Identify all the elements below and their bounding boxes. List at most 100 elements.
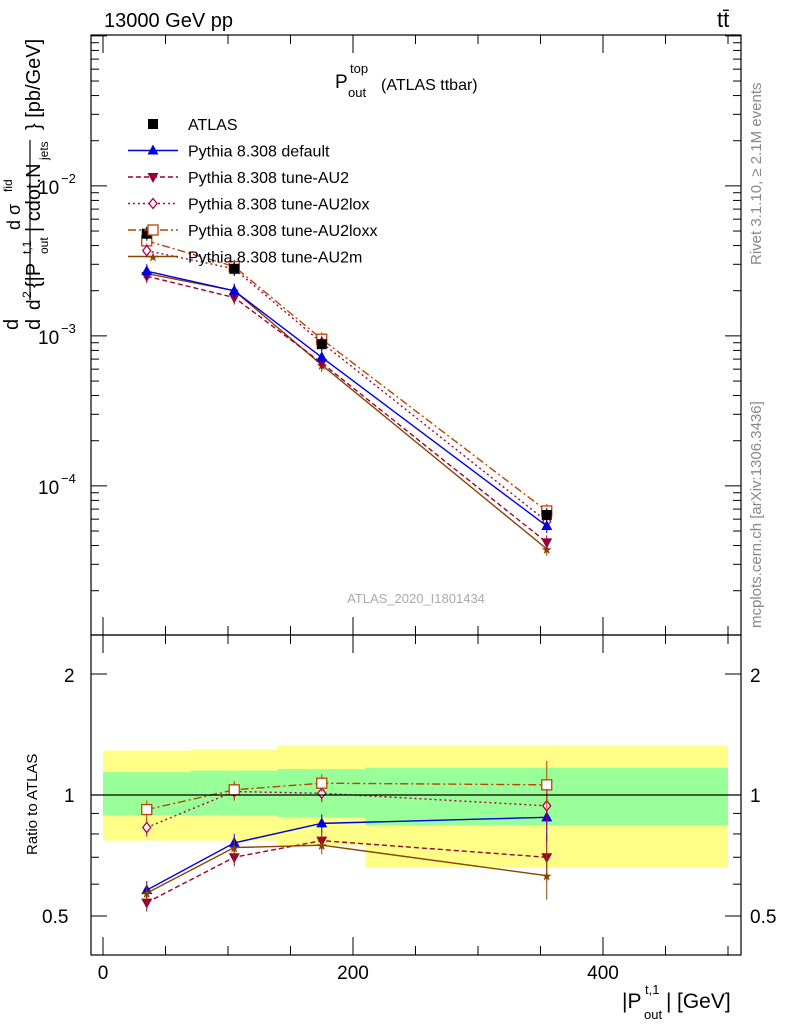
main-line-au2m bbox=[146, 272, 548, 550]
ratio-ytick-1-right: 1 bbox=[750, 786, 761, 807]
ratio-line-au2m bbox=[146, 844, 547, 894]
main-point-au2m: ★ bbox=[541, 542, 553, 557]
ratio-line-default bbox=[146, 816, 547, 891]
legend-label-au2lox: Pythia 8.308 tune-AU2lox bbox=[188, 197, 369, 214]
ratio-point-default bbox=[316, 817, 328, 828]
main-point-atlas bbox=[141, 228, 152, 239]
title-sub: out bbox=[348, 85, 366, 100]
ratio-point-au2lox bbox=[141, 821, 152, 834]
ratio-point-au2lox bbox=[316, 787, 327, 800]
ratio-ytick-2-right: 2 bbox=[750, 666, 761, 687]
svg-text:{|P: {|P bbox=[23, 263, 45, 288]
ratio-ytick-1-left: 1 bbox=[64, 786, 75, 807]
svg-text:t,1: t,1 bbox=[645, 982, 659, 997]
ratio-point-au2m: ★ bbox=[316, 838, 328, 853]
main-point-atlas bbox=[541, 509, 552, 520]
svg-text:jets: jets bbox=[37, 141, 51, 161]
legend-marker-atlas bbox=[148, 119, 158, 129]
ratio-series-group: ★ ★ ★ ★ bbox=[141, 760, 553, 912]
main-point-au2 bbox=[228, 293, 240, 304]
panel-title: P top out (ATLAS ttbar) bbox=[335, 61, 478, 100]
ratio-ylabel: Ratio to ATLAS bbox=[24, 754, 41, 855]
svg-text:[GeV]: [GeV] bbox=[677, 990, 731, 1013]
xtick-0: 0 bbox=[98, 963, 109, 984]
ratio-point-au2loxx bbox=[541, 779, 553, 791]
svg-text:| cdot.N: | cdot.N bbox=[23, 163, 45, 232]
legend-label-au2m: Pythia 8.308 tune-AU2m bbox=[188, 250, 362, 267]
process-label: tt̄ bbox=[717, 7, 729, 32]
legend: ATLAS Pythia 8.308 default Pythia 8.308 tu… bbox=[128, 117, 377, 267]
ratio-point-au2 bbox=[228, 853, 240, 864]
ratio-ytick-2-left: 2 bbox=[64, 666, 75, 687]
title-tail: (ATLAS ttbar) bbox=[381, 77, 478, 94]
svg-text:2: 2 bbox=[20, 291, 34, 298]
legend-label-default: Pythia 8.308 default bbox=[188, 144, 330, 161]
main-line-au2loxx bbox=[146, 240, 548, 512]
x-axis-label: |P t,1 out | [GeV] bbox=[622, 982, 731, 1022]
svg-text:t,1: t,1 bbox=[20, 240, 34, 254]
ratio-point-au2m: ★ bbox=[541, 869, 553, 884]
ratio-panel-frame bbox=[90, 634, 742, 956]
main-series-group: ★★★★ bbox=[141, 226, 553, 557]
main-point-au2lox bbox=[141, 244, 152, 257]
svg-text:|P: |P bbox=[622, 990, 641, 1013]
legend-marker-au2m: ★ bbox=[147, 250, 159, 265]
main-point-atlas bbox=[316, 339, 327, 350]
ratio-point-au2 bbox=[141, 898, 153, 909]
svg-text:−4: −4 bbox=[61, 471, 76, 486]
ratio-ytick-05-left: 0.5 bbox=[42, 907, 68, 928]
ratio-point-au2loxx bbox=[141, 803, 153, 816]
main-ytick-label-1e-4: 10 −4 bbox=[38, 471, 76, 499]
ratio-point-au2m: ★ bbox=[228, 841, 240, 856]
legend-marker-default bbox=[147, 144, 159, 155]
svg-text:d σ: d σ bbox=[4, 204, 24, 230]
rivet-label: Rivet 3.1.10, ≥ 2.1M events bbox=[748, 83, 765, 266]
xtick-200: 200 bbox=[337, 963, 369, 984]
main-line-default bbox=[146, 270, 548, 527]
legend-marker-au2loxx bbox=[147, 224, 159, 236]
svg-text:10: 10 bbox=[38, 178, 59, 199]
svg-text:−3: −3 bbox=[61, 321, 76, 336]
main-line-au2lox bbox=[146, 249, 548, 522]
legend-label-au2: Pythia 8.308 tune-AU2 bbox=[188, 170, 349, 187]
legend-label-au2loxx: Pythia 8.308 tune-AU2loxx bbox=[188, 223, 377, 240]
title-sup: top bbox=[350, 61, 368, 76]
ratio-point-au2m: ★ bbox=[141, 886, 153, 901]
legend-label-atlas: ATLAS bbox=[188, 117, 238, 134]
xtick-400: 400 bbox=[587, 963, 619, 984]
svg-text:10: 10 bbox=[38, 328, 59, 349]
svg-text:d: d bbox=[1, 319, 23, 330]
main-panel-frame bbox=[90, 34, 742, 636]
svg-text:} [pb/GeV]: } [pb/GeV] bbox=[23, 39, 45, 130]
svg-text:d: d bbox=[24, 299, 45, 310]
legend-marker-au2lox bbox=[148, 197, 158, 210]
main-point-atlas bbox=[229, 263, 240, 274]
svg-text:out: out bbox=[37, 237, 51, 254]
svg-text:d: d bbox=[23, 319, 45, 330]
main-ylabel-numerator: d bbox=[1, 319, 23, 330]
main-point-default bbox=[541, 520, 553, 531]
svg-text:fid: fid bbox=[1, 179, 15, 192]
main-ylabel-fraction: d σ fid bbox=[1, 140, 31, 300]
title-main: P bbox=[335, 72, 348, 93]
ratio-line-au2loxx bbox=[146, 782, 547, 811]
svg-text:−2: −2 bbox=[61, 171, 76, 186]
main-point-default bbox=[228, 284, 240, 295]
energy-label: 13000 GeV pp bbox=[104, 10, 233, 32]
ratio-point-au2loxx bbox=[316, 777, 328, 789]
ratio-ytick-05-right: 0.5 bbox=[750, 907, 776, 928]
main-point-au2 bbox=[541, 538, 553, 549]
svg-text:10: 10 bbox=[38, 478, 59, 499]
main-line-au2 bbox=[146, 275, 548, 543]
svg-text:out: out bbox=[644, 1007, 662, 1022]
main-point-default bbox=[316, 351, 328, 362]
ratio-uncertainty-band bbox=[103, 745, 728, 868]
ratio-point-au2loxx bbox=[228, 784, 240, 796]
main-ytick-label-1e-2: 10 −2 bbox=[38, 171, 76, 199]
ratio-line-au2 bbox=[146, 839, 547, 904]
analysis-watermark: ATLAS_2020_I1801434 bbox=[347, 591, 485, 606]
mcplots-label: mcplots.cern.ch [arXiv:1306.3436] bbox=[748, 401, 765, 628]
legend-marker-au2 bbox=[147, 173, 159, 183]
main-ytick-label-1e-3: 10 −3 bbox=[38, 321, 76, 349]
